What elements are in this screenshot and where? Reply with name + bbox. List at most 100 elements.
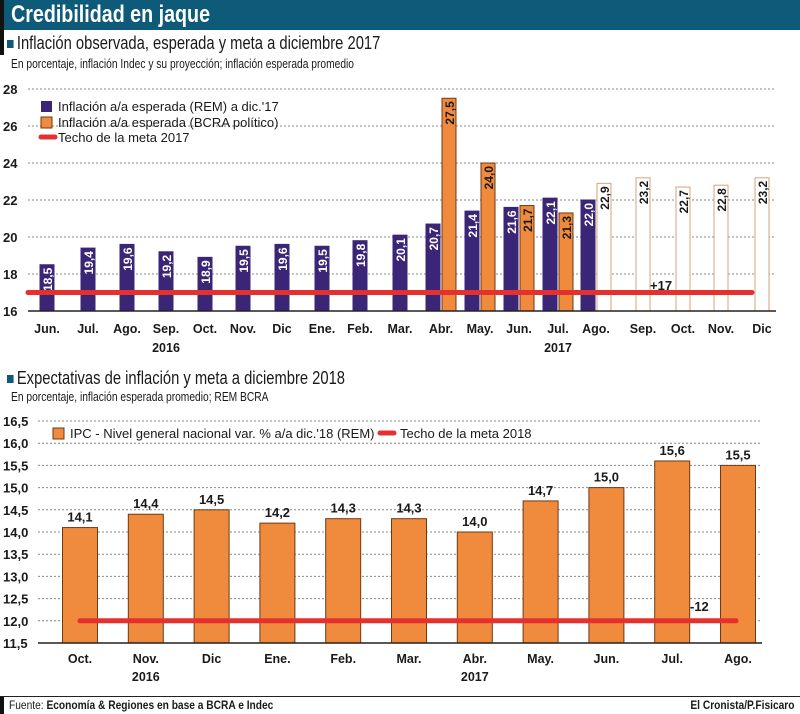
legend-label-rem: Inflación a/a esperada (REM) a dic.'17 xyxy=(58,99,279,114)
data-label: 21,7 xyxy=(521,208,535,232)
bullet-square-icon xyxy=(7,40,14,49)
x-tick-label: May. xyxy=(527,652,554,666)
x-tick-label: Oct. xyxy=(193,322,217,336)
data-label: 14,4 xyxy=(133,496,159,511)
x-tick-label: Oct. xyxy=(671,322,695,336)
legend-label-target: Techo de la meta 2017 xyxy=(58,130,190,145)
y-tick-label: 16,0 xyxy=(3,436,28,451)
x-tick-label: Nov. xyxy=(133,652,159,666)
data-label: 22,9 xyxy=(598,186,612,210)
bar-ipc xyxy=(127,513,164,644)
bar-bcra xyxy=(441,97,457,312)
data-label: 14,7 xyxy=(528,483,553,498)
chart1-title: Inflación observada, esperada y meta a d… xyxy=(7,33,380,54)
data-label: 18,5 xyxy=(41,267,55,291)
bar-ipc xyxy=(391,518,427,644)
credit-text: El Cronista/P.Fisicaro xyxy=(689,698,794,712)
chart2-title-text: Expectativas de inflación y meta a dicie… xyxy=(16,368,346,388)
data-label: 14,2 xyxy=(265,505,290,520)
x-tick-label: Jun. xyxy=(506,322,532,336)
data-label: 20,1 xyxy=(394,238,408,262)
data-label: 22,0 xyxy=(582,203,596,227)
legend-swatch-bcra xyxy=(40,116,53,129)
bar-ipc xyxy=(720,464,756,644)
data-label: 18,9 xyxy=(199,260,213,284)
data-label: 19,6 xyxy=(121,247,135,271)
x-tick-label: Abr. xyxy=(463,652,487,666)
data-label: 27,5 xyxy=(443,101,457,125)
source-text: Fuente: Economía & Regiones en base a BC… xyxy=(9,698,273,712)
data-label: 20,7 xyxy=(427,227,441,251)
data-label: 23,2 xyxy=(637,180,651,204)
year-label: 2016 xyxy=(152,341,180,355)
y-tick-label: 14,5 xyxy=(3,503,28,518)
legend-swatch-rem xyxy=(41,101,52,112)
data-label: 22,1 xyxy=(544,201,558,225)
x-tick-label: Sep. xyxy=(153,322,179,336)
bar-ipc xyxy=(456,531,493,644)
x-tick-label: Jul. xyxy=(77,322,99,336)
y-tick-label: 15,0 xyxy=(3,481,28,496)
x-tick-label: Sep. xyxy=(630,322,656,336)
footer-stripe xyxy=(0,697,4,714)
legend-label-ipc: IPC - Nivel general nacional var. % a/a … xyxy=(70,426,375,441)
y-tick-label: 16,5 xyxy=(3,414,28,429)
x-tick-label: Abr. xyxy=(429,322,453,336)
data-label: 14,1 xyxy=(67,510,92,525)
data-label: 21,4 xyxy=(466,214,480,238)
title-stripe xyxy=(0,0,4,55)
x-tick-label: Jun. xyxy=(594,652,620,666)
x-tick-label: Ene. xyxy=(264,652,290,666)
data-label: 21,3 xyxy=(560,216,574,240)
data-label: 22,7 xyxy=(677,190,691,214)
bar-ipc xyxy=(62,527,98,644)
data-label: 14,0 xyxy=(462,514,487,529)
x-tick-label: Ago. xyxy=(582,322,610,336)
y-tick-label: 11,5 xyxy=(3,636,28,651)
x-tick-label: Jun. xyxy=(34,322,60,336)
title-bar: Credibilidad en jaque xyxy=(0,0,800,55)
data-label: 19,6 xyxy=(276,247,290,271)
data-label: 19,2 xyxy=(160,254,174,278)
chart1-subtitle: En porcentaje, inflación Indec y su proy… xyxy=(11,57,355,71)
x-tick-label: Feb. xyxy=(330,652,356,666)
target-annotation: +17 xyxy=(650,278,672,293)
x-tick-label: May. xyxy=(467,322,494,336)
target-annotation: -12 xyxy=(690,599,709,614)
x-tick-label: Oct. xyxy=(68,652,92,666)
y-tick-label: 15,5 xyxy=(3,458,28,473)
data-label: 14,3 xyxy=(396,501,421,516)
bar-ipc xyxy=(259,522,296,644)
data-label: 19,5 xyxy=(316,249,330,273)
x-tick-label: Dic xyxy=(752,322,772,336)
x-tick-label: Feb. xyxy=(347,322,373,336)
x-tick-label: Jul. xyxy=(547,322,569,336)
source-label: Fuente: xyxy=(9,698,44,712)
data-label: 19,5 xyxy=(237,249,251,273)
data-label: 14,3 xyxy=(331,501,356,516)
bar-ipc xyxy=(325,518,362,644)
x-tick-label: Jul. xyxy=(661,652,683,666)
x-tick-label: Ago. xyxy=(113,322,141,336)
year-label: 2016 xyxy=(132,670,160,684)
x-tick-label: Nov. xyxy=(230,322,256,336)
page-title: Credibilidad en jaque xyxy=(11,1,211,28)
data-label: 15,5 xyxy=(725,447,750,462)
chart1-title-text: Inflación observada, esperada y meta a d… xyxy=(16,33,381,53)
y-tick-label: 24 xyxy=(3,156,18,171)
data-label: 23,2 xyxy=(756,180,770,204)
y-tick-label: 26 xyxy=(3,119,17,134)
data-label: 24,0 xyxy=(482,166,496,190)
chart2-title: Expectativas de inflación y meta a dicie… xyxy=(7,368,345,389)
x-tick-label: Mar. xyxy=(396,652,421,666)
bullet-square-icon xyxy=(7,375,14,384)
bar-ipc xyxy=(654,460,691,644)
x-tick-label: Nov. xyxy=(708,322,734,336)
y-tick-label: 28 xyxy=(3,82,17,97)
x-tick-label: Mar. xyxy=(387,322,412,336)
data-label: 19,8 xyxy=(354,243,368,267)
y-tick-label: 20 xyxy=(3,230,17,245)
data-label: 15,0 xyxy=(594,470,619,485)
footer: Fuente: Economía & Regiones en base a BC… xyxy=(0,696,800,714)
chart2-subtitle: En porcentaje, inflación esperada promed… xyxy=(11,390,269,404)
